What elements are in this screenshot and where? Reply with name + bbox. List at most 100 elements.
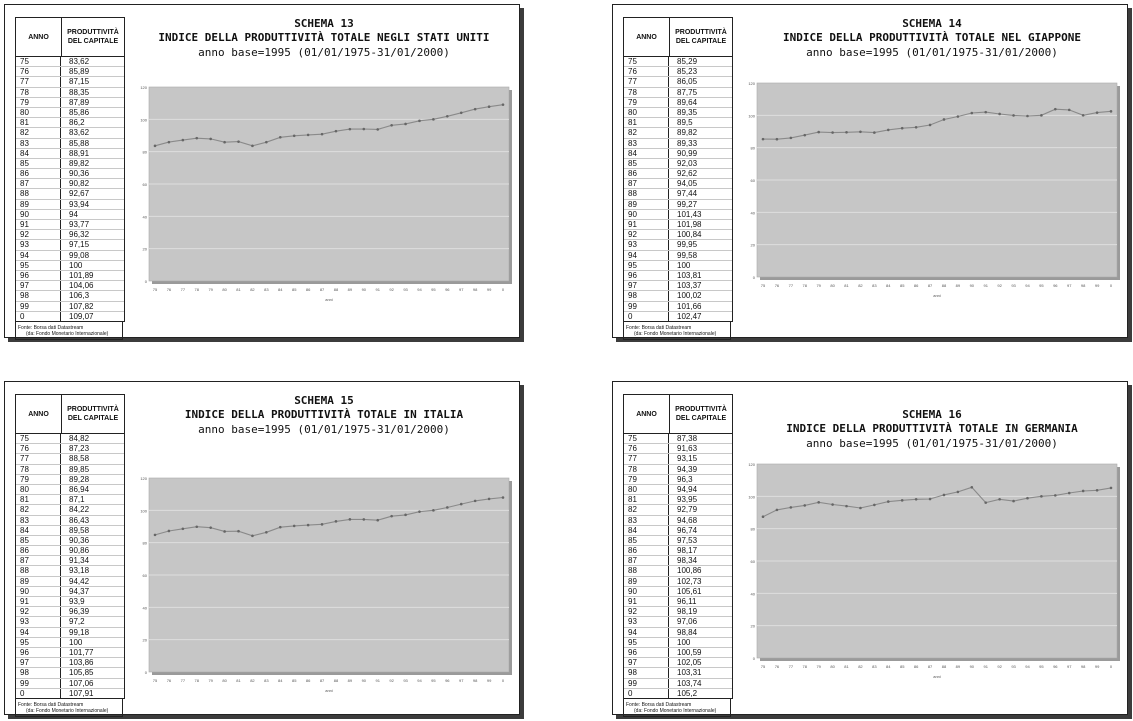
data-point [1081,489,1085,493]
data-point [914,125,918,129]
x-tick-label: 85 [900,664,905,669]
cell-value: 109,07 [69,311,94,321]
x-tick-label: 98 [1081,283,1086,288]
x-tick-label: 77 [789,283,794,288]
table-row: 93 97,15 [16,240,124,251]
x-tick-label: 79 [816,283,821,288]
cell-value: 102,47 [677,311,702,321]
cell-year: 84 [16,148,61,158]
data-point [775,508,779,512]
cell-year: 86 [624,546,669,556]
x-tick-label: 90 [362,287,367,292]
cell-year: 87 [16,556,61,566]
x-tick-label: 93 [1011,283,1016,288]
data-point [886,500,890,503]
data-point [376,518,380,522]
table-row: 86 98,17 [624,546,732,557]
cell-value: 97,06 [677,617,698,627]
cell-year: 92 [16,230,61,240]
x-tick-label: 88 [942,664,947,669]
table-row: 88 93,18 [16,566,124,577]
data-point [873,503,876,507]
schema-15-panel: ANNO PRODUTTIVITÀ DEL CAPITALE 75 84,82 76 87… [4,381,520,718]
cell-value: 85,89 [69,67,90,77]
table-row: 82 83,62 [16,128,124,139]
data-point [942,118,946,121]
x-tick-label: 95 [1039,664,1044,669]
cell-year: 97 [16,281,61,291]
table-row: 82 89,82 [624,128,732,139]
series-line [154,496,504,537]
cell-value: 89,85 [69,464,90,474]
table-row: 98 105,85 [16,668,124,679]
x-tick-label: 92 [389,287,394,292]
data-point [845,504,848,508]
x-tick-label: 88 [334,678,339,683]
x-tick-label: 86 [914,283,919,288]
source-note: Fonte: Borsa dati Datastream (da: Fondo M… [15,322,123,341]
table-row: 75 87,38 [624,434,732,445]
table-row: 78 88,35 [16,87,124,98]
cell-year: 99 [16,678,61,688]
schema-14-panel: ANNO PRODUTTIVITÀ DEL CAPITALE 75 85,29 76 85… [612,4,1128,341]
cell-value: 94,94 [677,484,698,494]
table-row: 89 99,27 [624,199,732,210]
y-tick-label: 60 [143,573,148,578]
data-point [265,530,268,534]
table-row: 0 105,2 [624,688,732,698]
cell-year: 81 [624,495,669,505]
table-row: 91 93,9 [16,597,124,608]
data-point [362,518,366,521]
cell-year: 88 [16,189,61,199]
cell-year: 76 [16,67,61,77]
cell-value: 102,73 [677,576,702,586]
cell-value: 97,44 [677,189,698,199]
cell-value: 87,75 [677,87,698,97]
cell-year: 88 [624,566,669,576]
source-line-2: (da: Fondo Monetario Internazionale) [26,331,109,338]
cell-value: 86,2 [69,118,85,128]
x-tick-label: 80 [830,283,835,288]
cell-year: 96 [624,647,669,658]
cell-year: 90 [16,586,61,596]
cell-value: 83,62 [69,57,90,66]
y-tick-label: 120 [140,476,147,481]
data-point [914,497,918,501]
source-note: Fonte: Borsa dati Datastream (da: Fondo M… [623,322,731,341]
x-tick-label: 88 [942,283,947,288]
data-point [1095,488,1099,492]
data-point [306,523,310,527]
data-point [1026,496,1029,500]
data-point [376,128,380,131]
table-row: 77 87,15 [16,77,124,88]
cell-year: 94 [624,250,669,260]
cell-value: 100 [677,637,691,647]
table-row: 96 101,77 [16,647,124,659]
data-point [223,530,226,533]
data-point [404,122,407,126]
chart-svg: 0 20 40 60 80 100 120 75 76 77 78 79 80 81 82 83 84 85 86 8… [140,85,512,302]
cell-year: 93 [16,617,61,627]
cell-value: 102,05 [677,658,702,668]
table-row: 78 89,85 [16,464,124,475]
table-row: 79 87,89 [16,97,124,108]
data-point [195,525,199,529]
schema-number: SCHEMA 15 [294,394,354,407]
data-point [970,485,974,489]
cell-year: 94 [624,627,669,637]
source-line-2: (da: Fondo Monetario Internazionale) [634,708,717,715]
x-tick-label: 97 [1067,283,1072,288]
x-tick-label: 78 [195,678,200,683]
cell-value: 90,86 [69,546,90,556]
header-anno: ANNO [624,18,670,56]
data-point [984,501,988,504]
x-tick-label: 84 [278,287,283,292]
series-line [154,104,504,147]
table-row: 85 90,36 [16,535,124,547]
cell-year: 88 [624,189,669,199]
cell-year: 90 [16,209,61,219]
cell-value: 101,98 [677,220,702,229]
cell-year: 85 [624,535,669,546]
x-tick-label: 75 [761,664,766,669]
chart-titles: SCHEMA 14 INDICE DELLA PRODUTTIVITÀ TOTAL… [743,17,1121,60]
